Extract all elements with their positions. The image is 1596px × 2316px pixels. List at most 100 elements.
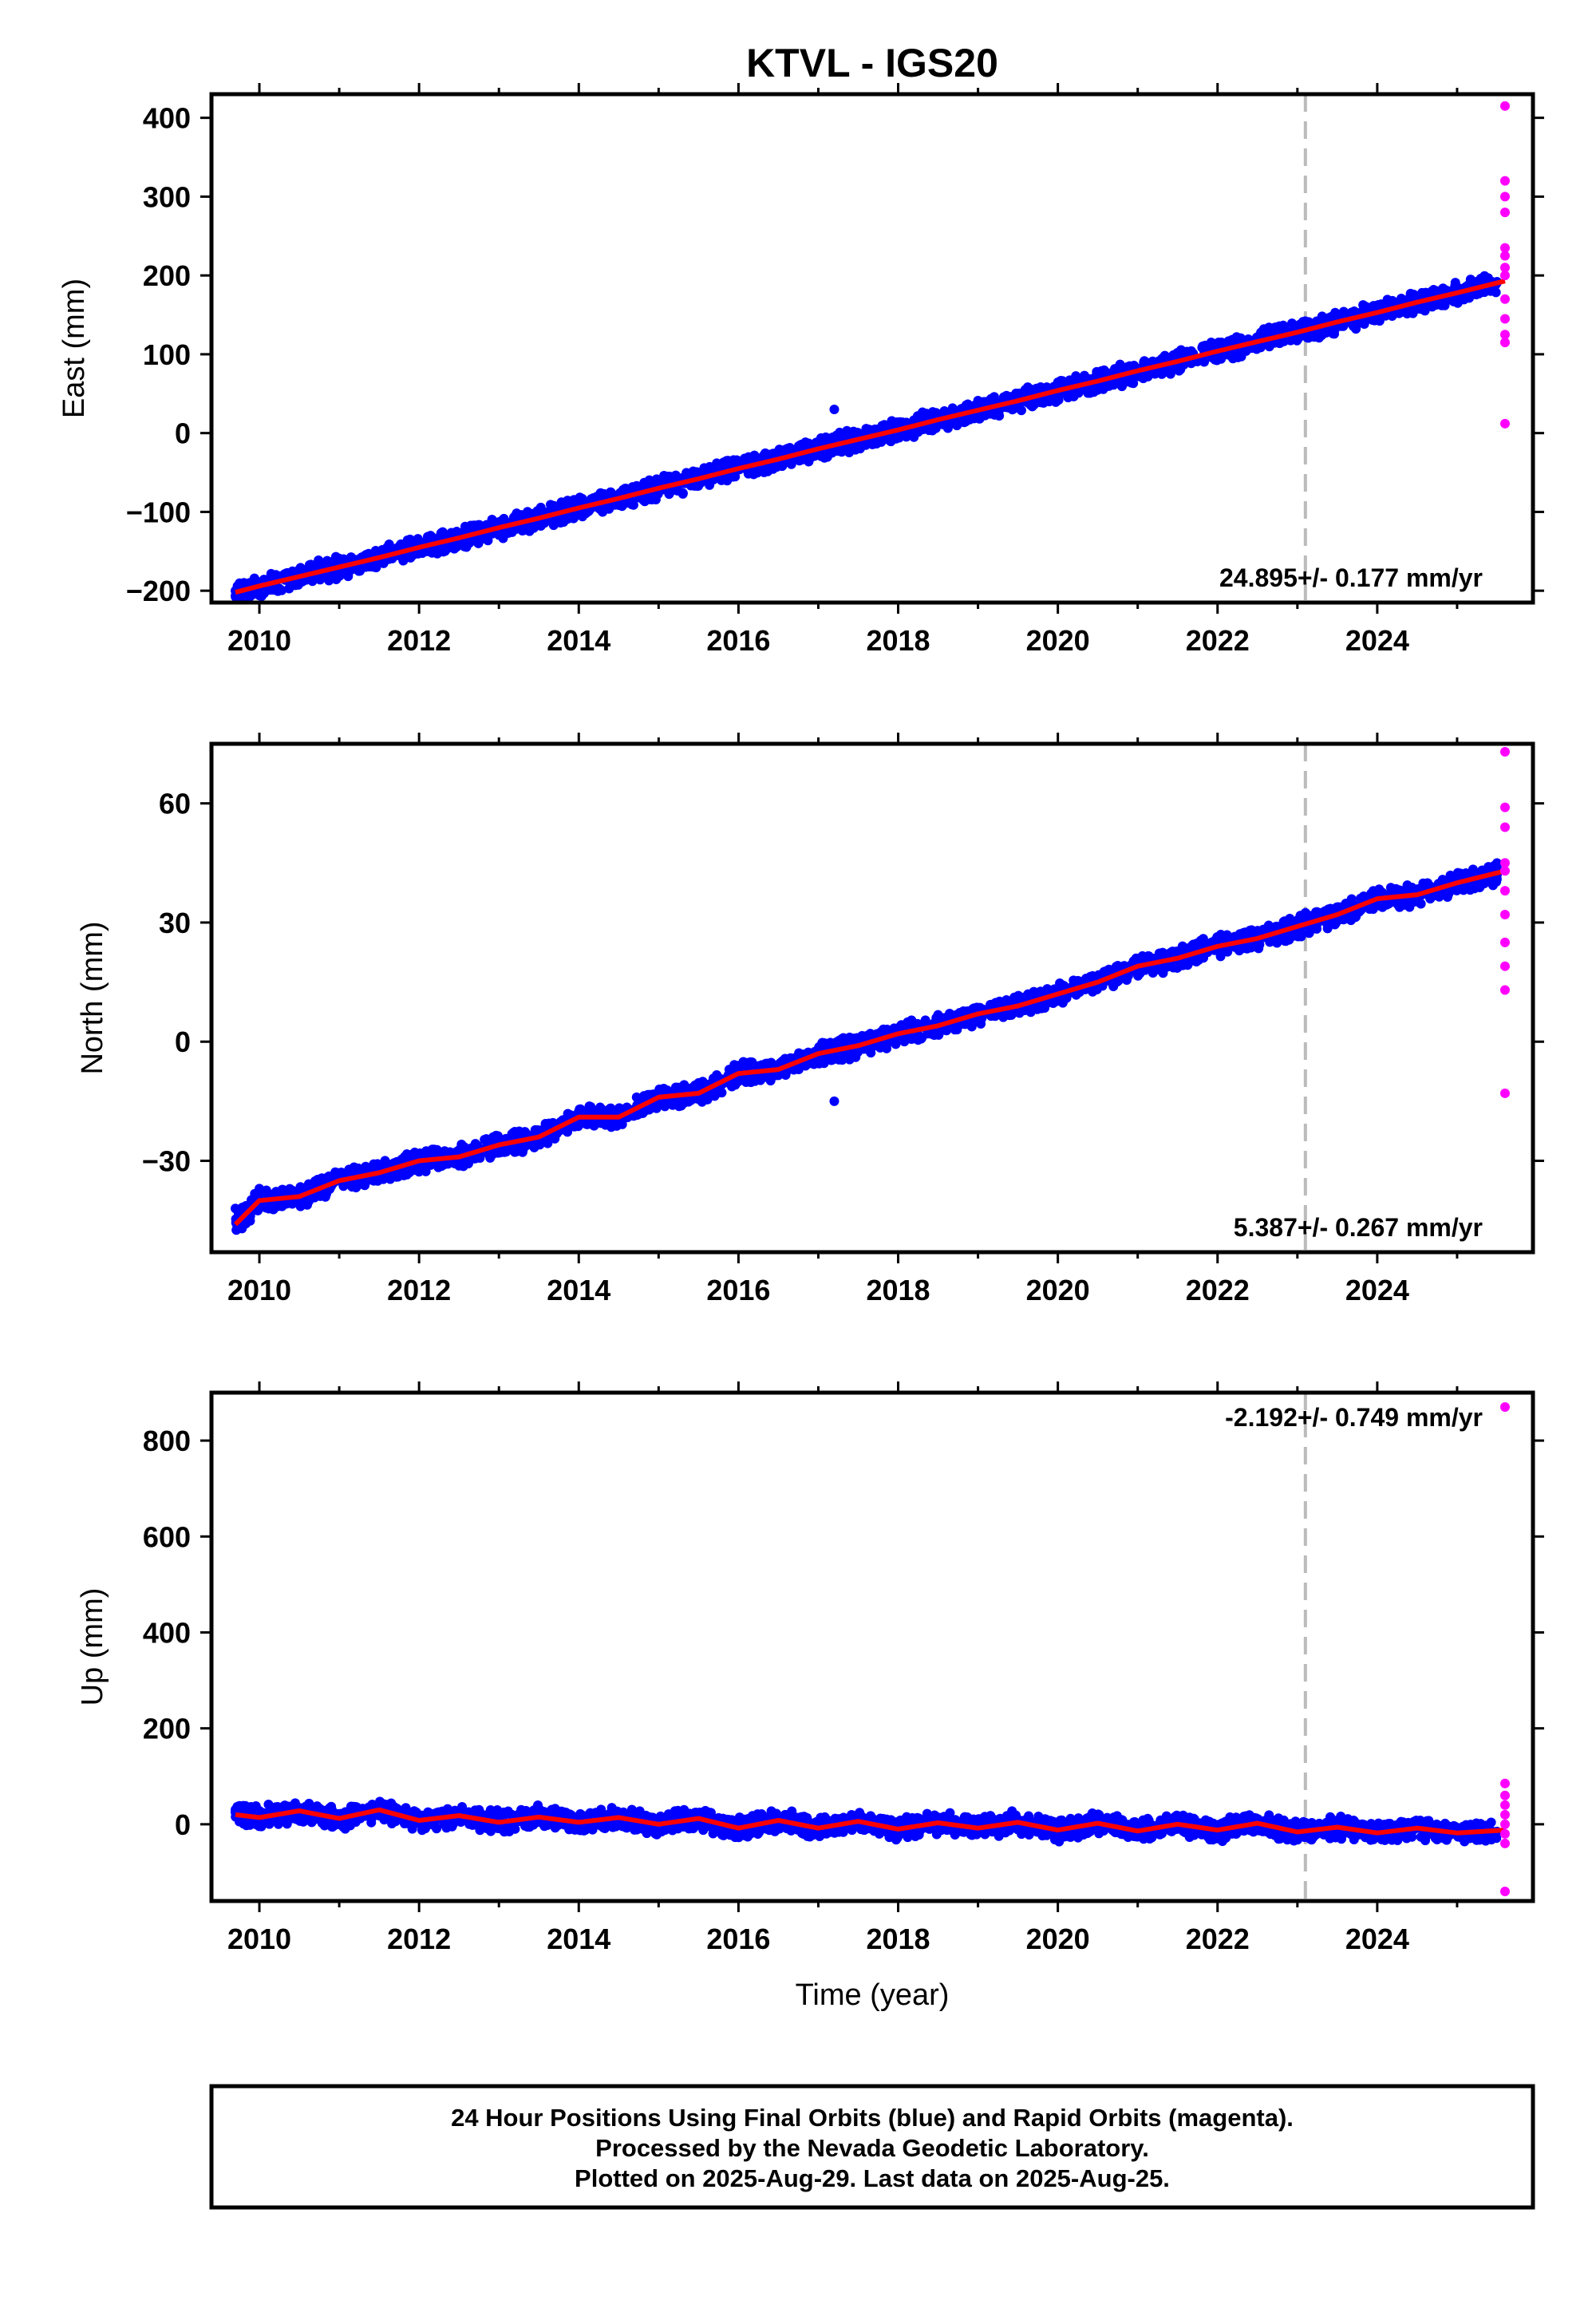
- final-point: [698, 1093, 709, 1104]
- final-point: [1059, 994, 1069, 1004]
- final-point: [1176, 945, 1187, 955]
- final-point: [363, 548, 373, 559]
- final-point: [294, 1184, 305, 1195]
- final-point: [891, 1039, 901, 1049]
- final-point: [595, 488, 606, 498]
- final-point: [829, 405, 839, 415]
- north-panel: 2010 2012 2014 2016 2018 2020 2022 2024−3003060…: [76, 733, 1544, 1306]
- plot-area: [231, 1393, 1510, 1901]
- final-point: [764, 464, 774, 475]
- final-point: [498, 533, 508, 543]
- final-point: [421, 547, 432, 557]
- final-point: [398, 1153, 409, 1164]
- final-point: [1216, 337, 1227, 347]
- final-point: [614, 1103, 625, 1113]
- final-point: [488, 1132, 499, 1142]
- final-point: [631, 1092, 642, 1102]
- final-point: [468, 520, 479, 531]
- rapid-point: [1499, 961, 1510, 971]
- final-point: [295, 1201, 306, 1211]
- final-point: [1133, 970, 1144, 981]
- x-tick-label: 2012: [387, 1274, 451, 1306]
- final-point: [796, 439, 807, 449]
- final-point: [642, 1089, 653, 1100]
- final-point: [1416, 899, 1426, 909]
- final-point: [1057, 376, 1068, 386]
- trend-line: [233, 868, 1506, 1227]
- final-point: [1044, 393, 1054, 404]
- final-point: [563, 1127, 573, 1137]
- x-tick-label: 2022: [1186, 624, 1250, 657]
- rapid-point: [1499, 937, 1510, 947]
- final-point: [820, 432, 831, 442]
- final-point: [760, 1058, 771, 1069]
- final-point: [1392, 886, 1402, 896]
- final-point: [844, 448, 855, 458]
- y-tick-label: −200: [126, 575, 191, 607]
- plot-area: [231, 744, 1510, 1252]
- final-point: [981, 397, 991, 408]
- chart-title: KTVL - IGS20: [746, 41, 998, 85]
- final-point: [708, 463, 718, 473]
- y-axis-label: North (mm): [76, 921, 109, 1074]
- final-point: [1016, 405, 1026, 416]
- final-point: [595, 1102, 606, 1113]
- y-tick-label: 300: [143, 180, 191, 213]
- final-point: [1035, 986, 1045, 997]
- final-point: [1261, 924, 1271, 935]
- final-point: [903, 1033, 913, 1043]
- final-point: [718, 457, 729, 468]
- final-point: [865, 1045, 875, 1055]
- x-tick-label: 2014: [547, 1274, 610, 1306]
- final-point: [1185, 957, 1195, 967]
- final-point: [575, 492, 585, 503]
- rapid-orbit-points: [1499, 746, 1510, 1098]
- final-point: [620, 484, 630, 494]
- x-tick-label: 2016: [706, 624, 770, 657]
- final-point: [754, 465, 764, 476]
- final-point: [775, 460, 785, 470]
- final-point: [836, 447, 847, 457]
- final-point: [990, 1011, 1001, 1022]
- rapid-point: [1499, 822, 1510, 832]
- final-point: [642, 480, 653, 490]
- final-point: [1265, 937, 1275, 947]
- rapid-point: [1499, 338, 1510, 348]
- final-point: [1491, 287, 1501, 298]
- x-tick-label: 2024: [1345, 1274, 1409, 1306]
- rapid-point: [1499, 866, 1510, 876]
- final-point: [1402, 308, 1412, 318]
- final-point: [1185, 943, 1195, 954]
- plot-frame: [209, 92, 1535, 605]
- final-orbit-points: [231, 858, 1502, 1235]
- final-point: [307, 576, 318, 587]
- plot-area: [231, 94, 1510, 603]
- final-point: [627, 482, 638, 492]
- final-point: [1296, 915, 1306, 925]
- rapid-point: [1499, 251, 1510, 261]
- final-point: [1101, 367, 1112, 377]
- x-tick-label: 2024: [1345, 624, 1409, 657]
- final-point: [583, 1105, 594, 1116]
- final-point: [1483, 862, 1494, 872]
- final-point: [1116, 381, 1127, 392]
- final-point: [475, 1153, 485, 1164]
- x-tick-label: 2018: [866, 1274, 930, 1306]
- final-point: [678, 488, 688, 499]
- final-point: [875, 1027, 886, 1037]
- final-point: [360, 562, 370, 572]
- final-point: [1228, 354, 1238, 364]
- x-tick-label: 2020: [1026, 1274, 1090, 1306]
- final-point: [454, 1144, 464, 1155]
- plot-frame: [209, 741, 1535, 1255]
- final-point: [753, 453, 764, 464]
- rapid-point: [1499, 101, 1510, 111]
- rapid-point: [1499, 909, 1510, 919]
- final-point: [539, 1136, 549, 1147]
- final-point: [745, 1057, 756, 1067]
- rapid-point: [1499, 243, 1510, 253]
- final-point: [1312, 907, 1322, 917]
- final-point: [480, 1135, 490, 1145]
- final-point: [1155, 964, 1165, 974]
